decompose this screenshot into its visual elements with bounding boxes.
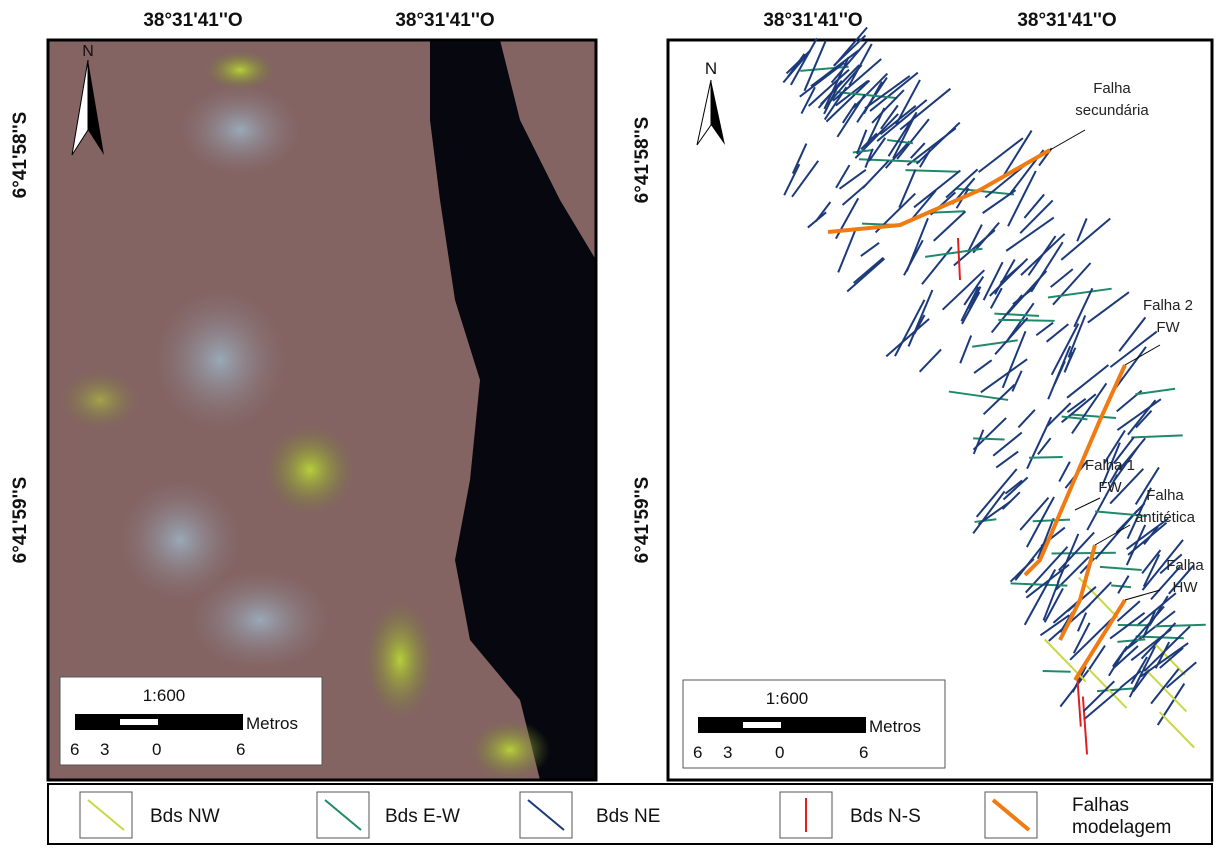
coord-label: 38°31'41''O — [1017, 10, 1116, 31]
annotation: secundária — [1075, 102, 1149, 119]
scale-ratio: 1:600 — [766, 689, 809, 708]
fracture — [1029, 457, 1063, 458]
annotation: Falha — [1166, 557, 1204, 574]
coord-label: 6°41'59''S — [10, 477, 31, 564]
coord-label: 38°31'41''O — [395, 10, 494, 31]
annotation: FW — [1156, 319, 1180, 336]
coord-label: 6°41'58''S — [10, 112, 31, 199]
north-label: N — [705, 59, 717, 78]
legend-label: Bds NW — [150, 806, 220, 827]
coord-label: 6°41'59''S — [632, 477, 653, 564]
scale-tick-label: 6 — [859, 743, 868, 762]
scale-tick-label: 3 — [100, 740, 109, 759]
coord-label: 38°31'41''O — [143, 10, 242, 31]
annotation: FW — [1098, 479, 1122, 496]
legend-label: Bds N-S — [850, 806, 921, 827]
scale-unit: Metros — [869, 717, 921, 736]
legend-label: Bds E-W — [385, 806, 460, 827]
annotation: Falha 1 — [1085, 457, 1135, 474]
panel-frame — [668, 40, 1212, 780]
scale-bar — [743, 722, 781, 728]
annotation: HW — [1173, 579, 1199, 596]
scale-tick-label: 0 — [775, 743, 784, 762]
scale-bar — [120, 719, 158, 725]
annotation: Falha — [1146, 487, 1184, 504]
scale-tick-label: 6 — [236, 740, 245, 759]
scale-bar — [698, 717, 866, 733]
scale-unit: Metros — [246, 714, 298, 733]
annotation: Falha 2 — [1143, 297, 1193, 314]
scale-tick-label: 3 — [723, 743, 732, 762]
scale-ratio: 1:600 — [143, 686, 186, 705]
annotation: antitética — [1135, 509, 1196, 526]
scale-tick-label: 0 — [152, 740, 161, 759]
fracture — [973, 438, 1004, 439]
legend-label: Bds NE — [596, 806, 660, 827]
scale-tick-label: 6 — [70, 740, 79, 759]
fracture — [1043, 671, 1071, 672]
legend-label: Falhas — [1072, 795, 1129, 816]
legend-label: modelagem — [1072, 817, 1171, 838]
coord-label: 38°31'41''O — [763, 10, 862, 31]
figure: 38°31'41''O 38°31'41''O 6°41'58''S 6°41'… — [0, 0, 1220, 848]
annotation: Falha — [1093, 80, 1131, 97]
scale-tick-label: 6 — [693, 743, 702, 762]
aerial-photo — [48, 40, 596, 780]
scale-bar — [75, 714, 243, 730]
north-label: N — [82, 43, 94, 60]
coord-label: 6°41'58''S — [632, 117, 653, 204]
